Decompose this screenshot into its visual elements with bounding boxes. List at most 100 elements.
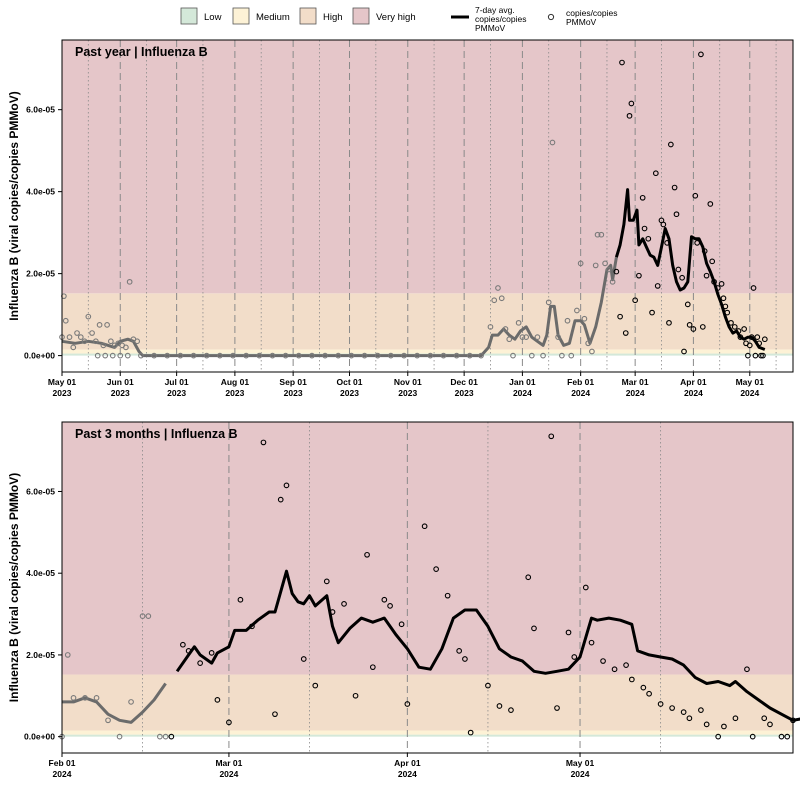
data-point — [398, 621, 405, 628]
x-tick-label-year: 2024 — [398, 769, 417, 779]
x-tick-label: May 01 — [566, 758, 595, 768]
data-point — [300, 656, 307, 662]
data-point — [214, 697, 221, 703]
legend-point-key — [547, 13, 555, 21]
band-medium — [62, 349, 793, 354]
data-point — [690, 326, 697, 332]
data-point — [673, 211, 680, 218]
data-point — [613, 268, 620, 275]
chart-title: Past year | Influenza B — [75, 45, 208, 59]
data-point — [123, 344, 129, 351]
data-point — [94, 352, 101, 359]
data-point — [381, 596, 388, 603]
data-point — [260, 439, 267, 446]
x-tick-label-year: 2023 — [455, 388, 474, 398]
data-point — [157, 733, 163, 740]
data-point — [102, 352, 109, 359]
data-point — [495, 285, 501, 291]
band-very-high — [62, 40, 793, 294]
data-point — [671, 184, 678, 191]
y-tick-label: 4.0e-05 — [26, 187, 55, 197]
data-point — [602, 260, 608, 267]
data-point — [715, 733, 722, 740]
x-tick-label: Apr 01 — [680, 377, 707, 387]
x-tick-label-year: 2024 — [53, 769, 72, 779]
data-point — [117, 352, 124, 359]
data-point — [731, 324, 738, 330]
data-point — [594, 231, 601, 238]
data-point — [64, 652, 71, 658]
x-tick-label-year: 2024 — [513, 388, 532, 398]
band-high — [62, 674, 793, 731]
data-point — [574, 307, 580, 314]
data-point — [745, 352, 751, 359]
data-point — [177, 352, 184, 359]
data-point — [581, 315, 588, 322]
data-point — [568, 352, 575, 359]
data-point — [295, 352, 302, 359]
data-point — [718, 281, 725, 287]
data-point — [654, 283, 661, 289]
data-point — [82, 694, 88, 701]
data-point — [323, 578, 330, 585]
band-low — [62, 734, 793, 737]
data-point — [645, 235, 652, 242]
data-point — [571, 654, 578, 660]
data-point — [617, 313, 623, 320]
data-point — [180, 641, 186, 648]
x-tick-label: Feb 01 — [49, 758, 76, 768]
x-tick-label: Mar 01 — [622, 377, 649, 387]
data-point — [506, 336, 513, 343]
data-point — [622, 330, 629, 336]
y-tick-label: 2.0e-05 — [26, 269, 55, 279]
data-point — [388, 352, 394, 359]
x-tick-label: May 01 — [48, 377, 77, 387]
data-point — [77, 334, 84, 341]
data-point — [190, 352, 197, 359]
data-point — [692, 192, 699, 199]
data-point — [203, 352, 210, 359]
data-point — [752, 352, 759, 359]
data-point — [681, 348, 687, 355]
data-point — [404, 701, 411, 707]
data-point — [711, 278, 717, 285]
data-point — [652, 170, 659, 177]
data-point — [162, 733, 169, 740]
data-point — [89, 330, 95, 336]
x-tick-label: Feb 01 — [567, 377, 594, 387]
data-point — [519, 334, 526, 341]
data-point — [623, 662, 629, 668]
legend-line-label: 7-day avg. — [475, 5, 515, 15]
data-point — [138, 352, 144, 359]
x-tick-label-year: 2024 — [571, 388, 590, 398]
data-point — [675, 266, 682, 273]
data-point — [185, 647, 192, 654]
data-point — [421, 523, 428, 530]
data-point — [754, 334, 761, 341]
data-point — [545, 299, 552, 306]
data-point — [728, 319, 734, 326]
data-point — [605, 266, 612, 273]
data-point — [528, 352, 535, 359]
data-point — [226, 719, 232, 726]
data-point — [487, 324, 494, 330]
data-point — [722, 303, 729, 310]
data-point — [478, 352, 484, 359]
data-point — [664, 240, 670, 246]
data-point — [784, 733, 791, 740]
data-point — [197, 660, 203, 666]
legend-swatch-high — [299, 7, 317, 25]
data-point — [724, 309, 731, 316]
data-point — [62, 317, 69, 324]
data-point — [277, 496, 284, 503]
data-point — [582, 584, 589, 591]
x-tick-label-year: 2024 — [740, 388, 759, 398]
data-point — [74, 330, 80, 336]
data-point — [105, 717, 111, 724]
data-point — [491, 297, 498, 304]
data-point — [485, 682, 491, 689]
data-point — [626, 112, 633, 119]
data-point — [649, 309, 655, 316]
data-point — [256, 352, 263, 359]
data-point — [364, 551, 370, 558]
